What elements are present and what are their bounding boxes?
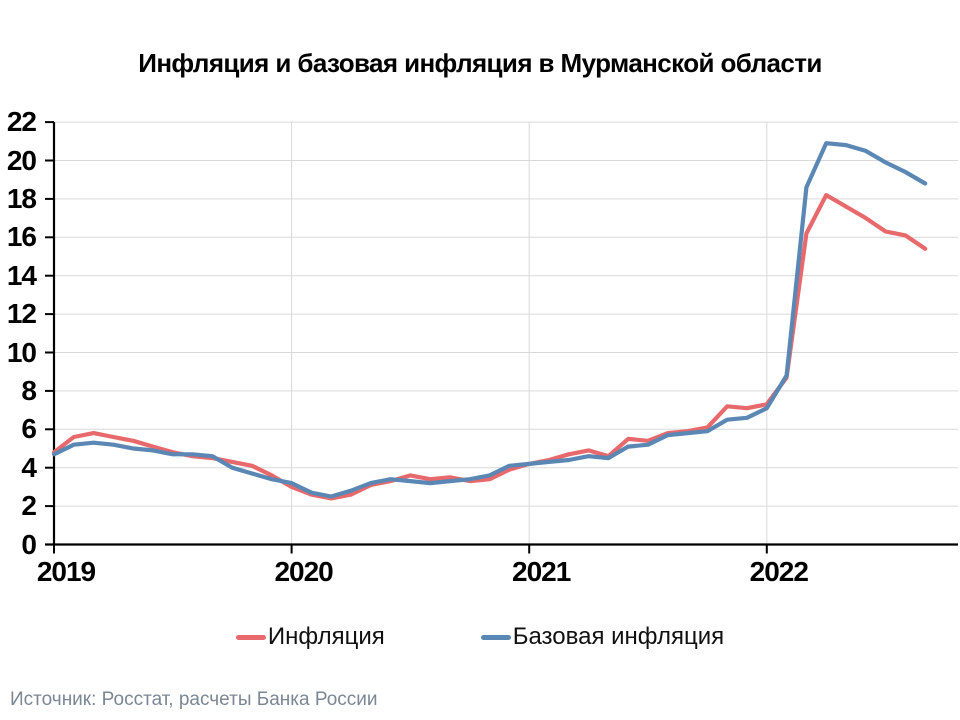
legend-label-core-inflation: Базовая инфляция	[512, 623, 725, 650]
chart-legend: Инфляция Базовая инфляция	[0, 618, 960, 656]
y-tick-label: 8	[21, 374, 37, 406]
core-inflation-line-swatch	[480, 634, 511, 640]
source-note: Источник: Росстат, расчеты Банка России	[10, 689, 378, 710]
y-tick-label: 10	[6, 336, 37, 368]
y-tick-label: 0	[21, 528, 37, 560]
inflation-line-swatch	[235, 634, 266, 640]
chart-title: Инфляция и базовая инфляция в Мурманской…	[138, 48, 822, 78]
x-tick-label: 2022	[749, 556, 809, 587]
y-tick-label: 12	[6, 298, 37, 330]
legend-label-inflation: Инфляция	[267, 623, 385, 650]
legend-item-core-inflation: Базовая инфляция	[480, 623, 725, 651]
x-tick-label: 2020	[274, 556, 333, 587]
y-tick-label: 2	[21, 490, 37, 522]
y-tick-label: 4	[21, 451, 37, 483]
y-tick-label: 14	[6, 259, 37, 291]
y-tick-label: 22	[6, 106, 37, 138]
x-tick-label: 2021	[512, 556, 571, 587]
y-tick-label: 6	[21, 413, 37, 445]
y-tick-label: 16	[6, 221, 37, 253]
x-tick-label: 2019	[36, 556, 96, 587]
legend-item-inflation: Инфляция	[235, 623, 385, 651]
core-inflation-series-line	[51, 141, 928, 499]
y-tick-label: 18	[6, 182, 37, 214]
y-tick-label: 20	[6, 144, 37, 176]
